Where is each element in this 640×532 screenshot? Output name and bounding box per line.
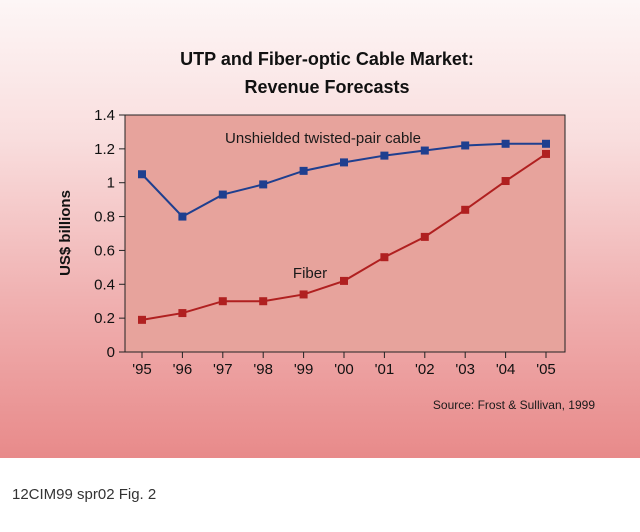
data-point — [380, 253, 389, 262]
data-point — [542, 149, 550, 158]
y-tick-label: 0.4 — [94, 276, 115, 293]
data-point — [461, 205, 470, 214]
data-point — [542, 139, 550, 148]
y-tick-label: 0.2 — [94, 310, 115, 327]
data-point — [340, 276, 348, 285]
x-tick-label: '97 — [213, 361, 233, 378]
data-point — [178, 309, 187, 318]
x-tick-label: '01 — [375, 361, 395, 378]
x-tick-label: '00 — [334, 361, 354, 378]
chart-figure: UTP and Fiber-optic Cable Market: Revenu… — [0, 0, 640, 458]
data-point — [138, 315, 146, 324]
data-point — [501, 139, 510, 148]
y-tick-label: 1.4 — [94, 107, 115, 124]
data-point — [259, 297, 268, 306]
y-axis-label: US$ billions — [57, 190, 74, 276]
x-tick-label: '05 — [536, 361, 556, 378]
x-tick-label: '04 — [496, 361, 516, 378]
data-point — [299, 290, 308, 299]
y-tick-label: 0.6 — [94, 242, 115, 259]
series-label-fiber: Fiber — [293, 265, 327, 282]
figure-caption: 12CIM99 spr02 Fig. 2 — [12, 486, 157, 503]
series-label-utp: Unshielded twisted-pair cable — [225, 130, 421, 147]
data-point — [218, 297, 227, 306]
data-point — [380, 151, 389, 160]
y-tick-label: 0 — [107, 344, 115, 361]
x-tick-label: '95 — [132, 361, 152, 378]
data-point — [420, 232, 429, 241]
data-point — [138, 170, 146, 179]
plot-area — [124, 114, 566, 353]
source-note: Source: Frost & Sullivan, 1999 — [433, 398, 595, 412]
y-tick-label: 1 — [107, 175, 115, 192]
y-tick-label: 1.2 — [94, 141, 115, 158]
chart-title-line2: Revenue Forecasts — [244, 77, 409, 97]
data-point — [461, 141, 470, 150]
data-point — [420, 146, 429, 155]
data-point — [299, 166, 308, 175]
chart-title-line1: UTP and Fiber-optic Cable Market: — [180, 49, 474, 69]
data-point — [340, 158, 348, 167]
data-point — [218, 190, 227, 199]
x-tick-label: '99 — [294, 361, 314, 378]
x-tick-label: '03 — [455, 361, 475, 378]
data-point — [501, 177, 510, 186]
data-point — [259, 180, 268, 189]
x-tick-label: '96 — [173, 361, 193, 378]
x-tick-label: '02 — [415, 361, 435, 378]
data-point — [178, 212, 187, 221]
line-chart: UTP and Fiber-optic Cable Market: Revenu… — [57, 49, 595, 412]
y-tick-label: 0.8 — [94, 209, 115, 226]
x-tick-label: '98 — [253, 361, 273, 378]
